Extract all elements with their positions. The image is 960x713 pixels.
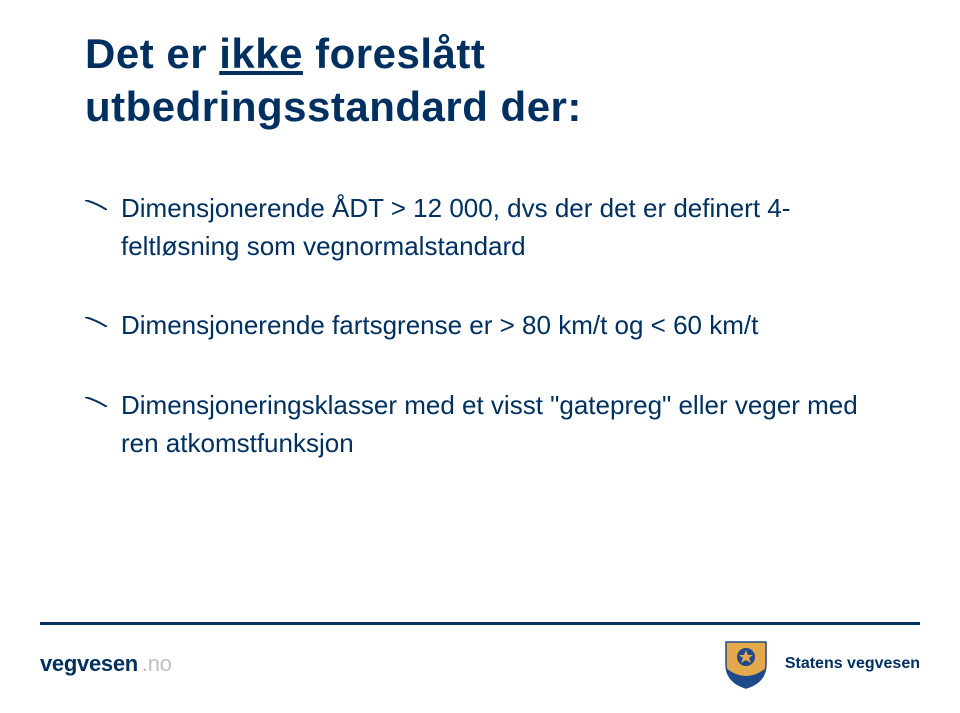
bullet-text: Dimensjonerende ÅDT > 12 000, dvs der de… <box>121 190 885 265</box>
footer-divider <box>40 622 920 625</box>
slide-title: Det er ikke foreslått utbedringsstandard… <box>85 28 875 133</box>
brand-domain-light: .no <box>142 651 172 677</box>
list-item: Dimensjonerende ÅDT > 12 000, dvs der de… <box>85 190 885 265</box>
brand-name: Statens vegvesen <box>785 655 920 673</box>
brand-domain: vegvesen.no <box>40 651 172 677</box>
slide: Det er ikke foreslått utbedringsstandard… <box>0 0 960 713</box>
arrow-bullet-icon <box>85 397 107 407</box>
list-item: Dimensjoneringsklasser med et visst "gat… <box>85 387 885 462</box>
title-pre: Det er <box>85 30 219 77</box>
bullet-list: Dimensjonerende ÅDT > 12 000, dvs der de… <box>85 190 885 504</box>
list-item: Dimensjonerende fartsgrense er > 80 km/t… <box>85 307 885 345</box>
brand-right: Statens vegvesen <box>721 638 920 690</box>
brand-domain-strong: vegvesen <box>40 651 138 677</box>
arrow-bullet-icon <box>85 317 107 327</box>
bullet-text: Dimensjoneringsklasser med et visst "gat… <box>121 387 885 462</box>
crest-icon <box>721 638 771 690</box>
bullet-text: Dimensjonerende fartsgrense er > 80 km/t… <box>121 307 758 345</box>
arrow-bullet-icon <box>85 200 107 210</box>
footer: vegvesen.no Statens vegvesen <box>40 633 920 695</box>
title-underlined: ikke <box>219 30 303 77</box>
